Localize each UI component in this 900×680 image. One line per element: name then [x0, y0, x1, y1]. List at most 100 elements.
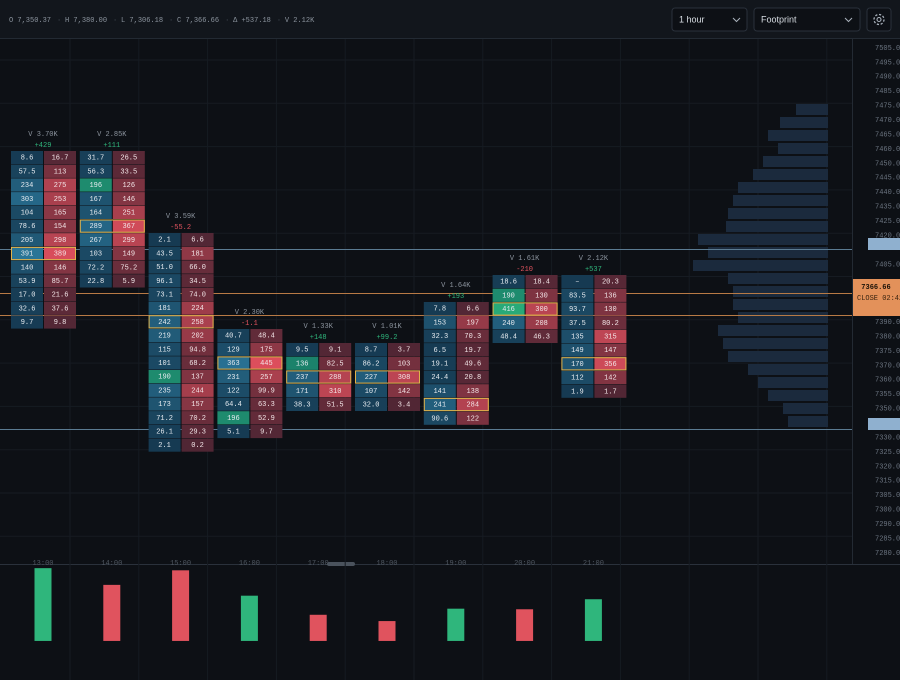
poc-outline	[355, 370, 420, 384]
profile-bar	[768, 390, 828, 401]
bid-volume: 235	[158, 387, 171, 395]
bid-volume: 149	[571, 347, 584, 355]
bid-volume: 170	[571, 361, 584, 369]
bid-cell	[286, 343, 319, 357]
ask-cell	[250, 356, 283, 370]
price-label: 7470.00	[875, 117, 900, 125]
ask-volume: 113	[54, 168, 67, 176]
bid-volume: 26.1	[156, 428, 173, 436]
time-label: 17:00	[308, 560, 329, 568]
ask-volume: 70.2	[189, 415, 206, 423]
ask-volume: 257	[260, 374, 273, 382]
ask-cell	[181, 274, 214, 288]
interval-dropdown[interactable]	[671, 7, 748, 32]
ask-cell	[525, 316, 558, 330]
ask-volume: 3.4	[398, 401, 411, 409]
bid-cell	[217, 397, 250, 411]
ask-cell	[44, 246, 76, 261]
ask-volume: 33.5	[120, 168, 137, 176]
ask-volume: 275	[54, 182, 67, 190]
candle-volume: V 3.70K	[28, 131, 58, 139]
bid-cell	[355, 384, 387, 398]
time-label: 18:00	[376, 560, 397, 568]
ask-volume: 288	[329, 374, 342, 382]
bid-cell	[286, 397, 319, 411]
ask-volume: 136	[604, 292, 617, 300]
ask-volume: 300	[535, 306, 548, 314]
ask-cell	[181, 328, 214, 343]
price-label: 7375.00	[875, 348, 900, 356]
profile-bar	[733, 195, 828, 206]
ask-cell	[594, 302, 627, 316]
footprint-candle: V 2.85K +111 31.7 26.5 56.3 33.5 196 126 167 146 1…	[79, 131, 145, 288]
bid-cell	[561, 316, 594, 330]
volume-bar	[516, 609, 534, 641]
poc-outline	[286, 370, 352, 384]
price-label: 7290.00	[875, 521, 900, 529]
bid-cell	[11, 288, 43, 302]
ask-volume: 85.7	[52, 278, 69, 286]
ask-volume: 389	[54, 251, 67, 259]
ask-cell	[44, 315, 76, 329]
bid-volume: 196	[89, 182, 102, 190]
volume-bar	[447, 608, 465, 641]
bid-cell	[79, 164, 112, 178]
separator-dot: ·	[169, 17, 173, 25]
ask-cell	[388, 397, 420, 411]
separator-dot: ·	[113, 17, 117, 25]
ask-volume: 284	[466, 402, 479, 410]
chart-type-dropdown[interactable]	[753, 7, 861, 32]
profile-bar	[698, 234, 828, 245]
bid-cell	[355, 397, 387, 411]
bid-volume: 9.5	[296, 347, 309, 355]
profile-bar	[768, 130, 828, 141]
bid-volume: 8.7	[365, 347, 378, 355]
ask-cell	[456, 411, 489, 425]
bid-cell	[148, 411, 181, 425]
ask-volume: 315	[604, 333, 617, 341]
ask-cell	[112, 246, 145, 261]
ask-cell	[44, 219, 76, 233]
volume-bar	[584, 599, 602, 641]
ask-volume: 165	[54, 209, 67, 217]
bid-cell	[423, 343, 456, 357]
price-label: 7360.00	[875, 377, 900, 385]
ask-volume: 26.5	[120, 155, 137, 163]
ask-cell	[594, 288, 627, 302]
bid-volume: 71.2	[156, 415, 173, 423]
ask-cell	[181, 315, 214, 329]
volume-bar	[103, 584, 121, 641]
ask-cell	[112, 192, 145, 206]
profile-bar	[738, 182, 828, 193]
bid-volume: 104	[21, 209, 34, 217]
bid-volume: 93.7	[569, 306, 586, 314]
time-label: 13:00	[32, 560, 53, 568]
bid-volume: 18.6	[500, 279, 517, 287]
ask-volume: 157	[191, 401, 204, 409]
ask-volume: 154	[54, 223, 67, 231]
ask-cell	[112, 233, 145, 247]
separator-dot: ·	[57, 17, 61, 25]
candle-volume: V 1.64K	[441, 282, 471, 290]
bid-cell	[79, 151, 112, 165]
bid-cell	[148, 315, 181, 329]
ohlc-value: C 7,366.66	[177, 17, 219, 25]
ask-cell	[181, 233, 214, 247]
bid-volume: 73.1	[156, 291, 173, 299]
bid-cell	[492, 302, 525, 316]
scrollbar[interactable]	[327, 562, 355, 566]
ask-volume: 244	[191, 387, 204, 395]
bid-cell	[148, 233, 181, 247]
ask-cell	[112, 274, 145, 288]
bid-cell	[561, 302, 594, 316]
bid-cell	[423, 356, 456, 370]
separator-dot: ·	[225, 17, 229, 25]
ask-volume: 9.1	[329, 347, 342, 355]
bid-volume: 190	[158, 374, 171, 382]
bid-cell	[79, 233, 112, 247]
ask-cell	[388, 356, 420, 370]
bid-volume: 86.2	[363, 360, 380, 368]
settings-button[interactable]	[866, 7, 892, 32]
bid-cell	[561, 370, 594, 385]
ask-cell	[181, 397, 214, 411]
